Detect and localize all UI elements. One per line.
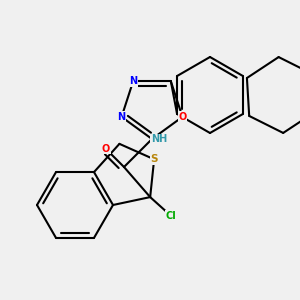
- Text: N: N: [129, 76, 137, 86]
- Text: NH: NH: [151, 134, 167, 144]
- Text: Cl: Cl: [166, 211, 176, 221]
- Text: S: S: [150, 154, 158, 164]
- Text: O: O: [178, 112, 187, 122]
- Text: O: O: [102, 144, 110, 154]
- Text: N: N: [118, 112, 126, 122]
